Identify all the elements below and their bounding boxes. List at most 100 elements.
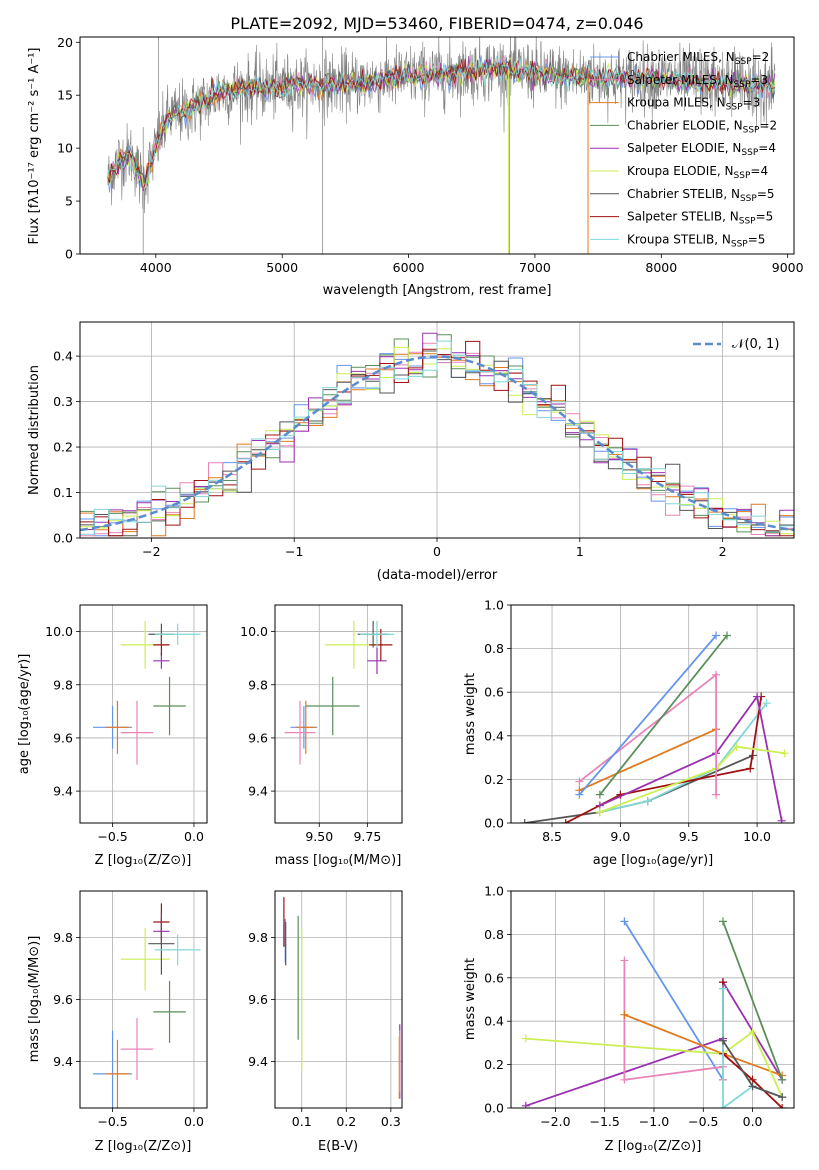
mass_age-ytick-label-3: 10.0 (240, 624, 268, 639)
age_weight-series-4 (599, 745, 785, 813)
age_weight-marker-8-1 (712, 631, 721, 640)
spectrum-xtick-label-5: 9000 (772, 260, 804, 275)
z_mass-ytick-label-1: 9.6 (53, 992, 73, 1007)
spectrum-ytick-label-3: 15 (57, 88, 73, 103)
residuals-ytick-label-1: 0.1 (53, 485, 73, 500)
age_weight-xlabel: age [log₁₀(age/yr)] (593, 853, 714, 868)
z_weight-marker-8-0 (719, 1036, 728, 1045)
legend-label-3: Chabrier ELODIE, NSSP=2 (627, 118, 777, 135)
legend-label-7: Salpeter STELIB, NSSP=5 (627, 210, 773, 227)
z_weight-ytick-label-3: 0.6 (484, 970, 504, 985)
z_mass-points (93, 903, 201, 1108)
z_age-ytick-label-3: 10.0 (45, 624, 73, 639)
residuals-ytick-label-3: 0.3 (53, 394, 73, 409)
z_age-points (93, 620, 201, 765)
z_mass-frame (79, 890, 208, 1109)
residuals-xtick-label-3: 1 (576, 544, 584, 559)
age_weight-xtick-label-2: 9.5 (679, 829, 699, 844)
mass_age-ytick-label-2: 9.8 (248, 677, 268, 692)
spectrum-xtick-label-3: 7000 (519, 260, 551, 275)
z_weight-ytick-label-5: 1.0 (484, 884, 504, 899)
spectrum-xtick-label-1: 5000 (266, 260, 298, 275)
spectrum-ytick-label-1: 5 (65, 194, 73, 209)
ebv_mass-xtick-label-2: 0.3 (381, 1114, 401, 1129)
z_weight-xlabel: Z [log₁₀(Z/Z⊙)] (605, 1139, 702, 1154)
z_weight-frame (510, 890, 795, 1109)
spectrum-frame (79, 36, 795, 255)
residuals-ytick-label-0: 0.0 (53, 531, 73, 546)
mass_age-ytick-label-1: 9.6 (248, 730, 268, 745)
age_weight-series-5 (579, 728, 717, 792)
age_weight-xtick-label-0: 8.5 (542, 829, 562, 844)
ebv_mass-xtick-label-1: 0.2 (336, 1114, 356, 1129)
z_weight-marker-5-0 (719, 917, 728, 926)
z_age-ytick-label-2: 9.8 (53, 677, 73, 692)
age_weight-marker-2-2 (746, 764, 755, 773)
z_weight-marker-7-0 (719, 984, 728, 993)
residuals-frame (79, 321, 795, 539)
age_weight-series-8 (578, 634, 717, 796)
age_weight-marker-2-0 (561, 819, 570, 823)
z_weight-marker-7-1 (719, 1104, 728, 1108)
age_weight-lines (520, 631, 789, 823)
z_weight-marker-8-2 (778, 1093, 787, 1102)
residuals-ylabel: Normed distribution (27, 365, 42, 495)
z_mass-xtick-label-0: −0.5 (97, 1114, 127, 1129)
age_weight-ytick-label-0: 0.0 (484, 816, 504, 831)
age_weight-series-7 (599, 634, 728, 796)
age_weight-marker-1-3 (762, 699, 771, 708)
normal-curve (80, 355, 794, 532)
z_weight-marker-2-1 (620, 1075, 629, 1084)
z_weight-marker-2-0 (620, 956, 629, 965)
normal-legend-label: 𝒩(0, 1) (732, 337, 779, 352)
z_weight-marker-3-0 (620, 1010, 629, 1019)
age_weight-series-1 (599, 702, 768, 813)
ebv_mass-xlabel: E(B-V) (318, 1139, 358, 1154)
legend-label-6: Chabrier STELIB, NSSP=5 (627, 187, 775, 204)
z_weight-marker-4-2 (748, 1028, 757, 1037)
z_age-ylabel: age [log₁₀(age/yr)] (17, 654, 32, 775)
residual-hists (80, 332, 794, 537)
mass_age-xtick-label-0: 9.50 (305, 829, 333, 844)
z_age-ytick-label-1: 9.6 (53, 730, 73, 745)
age_weight-marker-3-2 (753, 692, 762, 701)
observed-spectrum-line (107, 37, 776, 214)
spectrum-lines (107, 37, 776, 254)
age_weight-series-2 (565, 696, 763, 823)
z_weight-ytick-label-1: 0.2 (484, 1057, 504, 1072)
z_age-xtick-label-0: −0.5 (97, 829, 127, 844)
ebv_mass-points (283, 897, 401, 1099)
spectrum-ytick-label-4: 20 (57, 35, 73, 50)
age_weight-ytick-label-2: 0.4 (484, 728, 504, 743)
age_weight-ytick-label-3: 0.6 (484, 685, 504, 700)
age_weight-ytick-label-1: 0.2 (484, 772, 504, 787)
z_weight-marker-4-0 (521, 1034, 530, 1043)
z_weight-lines (521, 917, 787, 1108)
age_weight-marker-6-0 (575, 777, 584, 786)
z_weight-ytick-label-0: 0.0 (484, 1101, 504, 1116)
spectrum-ylabel: Flux [fλ10⁻¹⁷ erg cm⁻² s⁻¹ A⁻¹] (27, 48, 42, 245)
ebv_mass-ytick-label-0: 9.4 (248, 1054, 268, 1069)
ebv_mass-ytick-label-1: 9.6 (248, 992, 268, 1007)
z_weight-marker-6-3 (778, 1104, 787, 1108)
residuals-xtick-label-2: 0 (433, 544, 441, 559)
age_weight-xtick-label-3: 10.0 (743, 829, 771, 844)
z_mass-xtick-label-1: 0.0 (184, 1114, 204, 1129)
age_weight-ylabel: mass weight (463, 673, 478, 755)
residuals-xtick-label-4: 2 (719, 544, 727, 559)
age_weight-series-3 (599, 694, 783, 821)
z_weight-ytick-label-2: 0.4 (484, 1014, 504, 1029)
age_weight-marker-7-1 (723, 631, 732, 640)
ebv_mass-frame (274, 890, 403, 1109)
spectrum-xtick-label-0: 4000 (140, 260, 172, 275)
residuals-ytick-label-2: 0.2 (53, 440, 73, 455)
age_weight-marker-6-2 (712, 790, 721, 799)
z_weight-xtick-label-2: −1.0 (639, 1114, 669, 1129)
mass_age-points (284, 620, 395, 765)
z_weight-xtick-label-4: 0.0 (743, 1114, 763, 1129)
legend-label-1: Salpeter MILES, NSSP=3 (627, 73, 768, 90)
spectrum-xtick-label-4: 8000 (645, 260, 677, 275)
z_weight-ylabel: mass weight (463, 958, 478, 1040)
spectrum-ytick-label-2: 10 (57, 141, 73, 156)
